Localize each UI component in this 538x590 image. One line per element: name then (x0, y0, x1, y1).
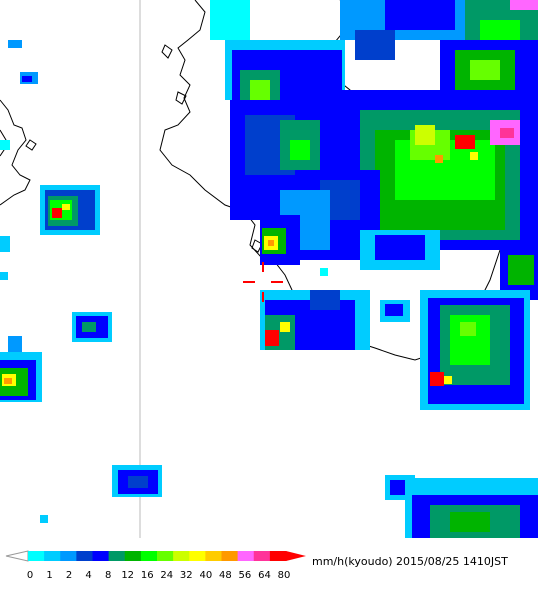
radar-map (0, 0, 538, 538)
legend-swatch (237, 551, 255, 561)
legend-tick-label: 24 (160, 570, 174, 581)
legend-swatch (92, 551, 110, 561)
legend-swatch (189, 551, 206, 561)
legend-swatch (205, 551, 222, 561)
legend-tick-label: 16 (140, 570, 154, 581)
legend-tick-label: 0 (26, 570, 34, 581)
legend-swatch (140, 551, 158, 561)
legend-tick-label: 12 (121, 570, 135, 581)
legend-tick-label: 1 (46, 570, 53, 581)
legend-swatch (76, 551, 93, 561)
color-legend: mm/h(kyoudo) 2015/08/25 1410JST 0 1 2 4 8 12 1… (0, 538, 538, 590)
legend-swatch (221, 551, 239, 561)
legend-swatch (173, 551, 190, 561)
legend-swatch (157, 551, 174, 561)
legend-swatch (60, 551, 77, 561)
legend-timestamp: 2015/08/25 1410JST (396, 555, 508, 568)
legend-tick-label: 4 (85, 570, 92, 581)
location-crosshair (243, 262, 283, 302)
legend-tick-label: 80 (277, 570, 291, 581)
legend-swatch (124, 551, 142, 561)
legend-tick-label: 8 (104, 570, 112, 581)
legend-colorbar (5, 550, 306, 562)
legend-arrow-low (5, 550, 29, 562)
legend-tick-label: 2 (65, 570, 73, 581)
legend-tick-label: 64 (258, 570, 271, 581)
legend-tick-label: 56 (238, 570, 252, 581)
legend-tick-label: 48 (219, 570, 232, 581)
legend-tick-label: 40 (199, 570, 213, 581)
legend-swatch (253, 551, 271, 561)
legend-swatch (108, 551, 126, 561)
legend-tick-label: 32 (179, 570, 193, 581)
legend-arrow-high (286, 551, 306, 561)
legend-swatch (269, 551, 287, 561)
legend-swatch (28, 551, 45, 561)
legend-swatch (44, 551, 61, 561)
legend-unit-label: mm/h(kyoudo) (312, 555, 393, 568)
precipitation-echoes (0, 0, 538, 538)
